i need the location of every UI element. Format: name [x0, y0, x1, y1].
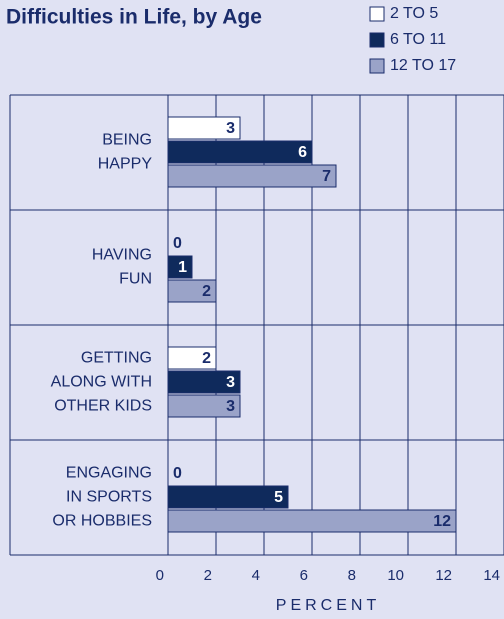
bar: [167, 346, 217, 370]
value-label: 3: [226, 374, 235, 391]
category-label: HAVING: [92, 247, 152, 264]
legend-label: 12 TO 17: [390, 57, 456, 74]
value-label: 1: [178, 259, 187, 276]
bar: [167, 279, 217, 303]
category-label: GETTING: [81, 350, 152, 367]
x-tick-label: 0: [156, 567, 164, 584]
bar: [167, 485, 289, 509]
category-label: BEING: [102, 132, 152, 149]
legend-label: 6 TO 11: [390, 31, 446, 48]
category-label: OTHER KIDS: [54, 398, 152, 415]
category-label: OR HOBBIES: [52, 513, 152, 530]
category-label: IN SPORTS: [66, 489, 152, 506]
x-tick-label: 6: [300, 567, 308, 584]
bar: [167, 116, 241, 140]
category-label: HAPPY: [98, 156, 153, 173]
bar: [167, 394, 241, 418]
value-label: 0: [173, 235, 182, 252]
bar: [167, 255, 193, 279]
bar: [167, 140, 313, 164]
value-label: 6: [298, 144, 307, 161]
legend-swatch: [369, 6, 385, 22]
x-tick-label: 8: [348, 567, 356, 584]
x-tick-label: 14: [483, 567, 500, 584]
legend-label: 2 TO 5: [390, 5, 438, 22]
x-tick-label: 12: [435, 567, 452, 584]
category-label: FUN: [119, 271, 152, 288]
value-label: 7: [322, 168, 331, 185]
bar: [167, 370, 241, 394]
legend-swatch: [369, 58, 385, 74]
category-label: ENGAGING: [66, 465, 152, 482]
legend-swatch: [369, 32, 385, 48]
value-label: 3: [226, 120, 235, 137]
value-label: 12: [433, 513, 451, 530]
bar: [167, 509, 457, 533]
value-label: 2: [202, 283, 211, 300]
value-label: 2: [202, 350, 211, 367]
x-tick-label: 4: [252, 567, 260, 584]
value-label: 0: [173, 465, 182, 482]
value-label: 5: [274, 489, 283, 506]
category-label: ALONG WITH: [51, 374, 152, 391]
x-axis-label: PERCENT: [276, 597, 380, 614]
value-label: 3: [226, 398, 235, 415]
chart-title: Difficulties in Life, by Age: [6, 6, 262, 29]
x-tick-label: 2: [204, 567, 212, 584]
x-tick-label: 10: [387, 567, 404, 584]
bar: [167, 164, 337, 188]
